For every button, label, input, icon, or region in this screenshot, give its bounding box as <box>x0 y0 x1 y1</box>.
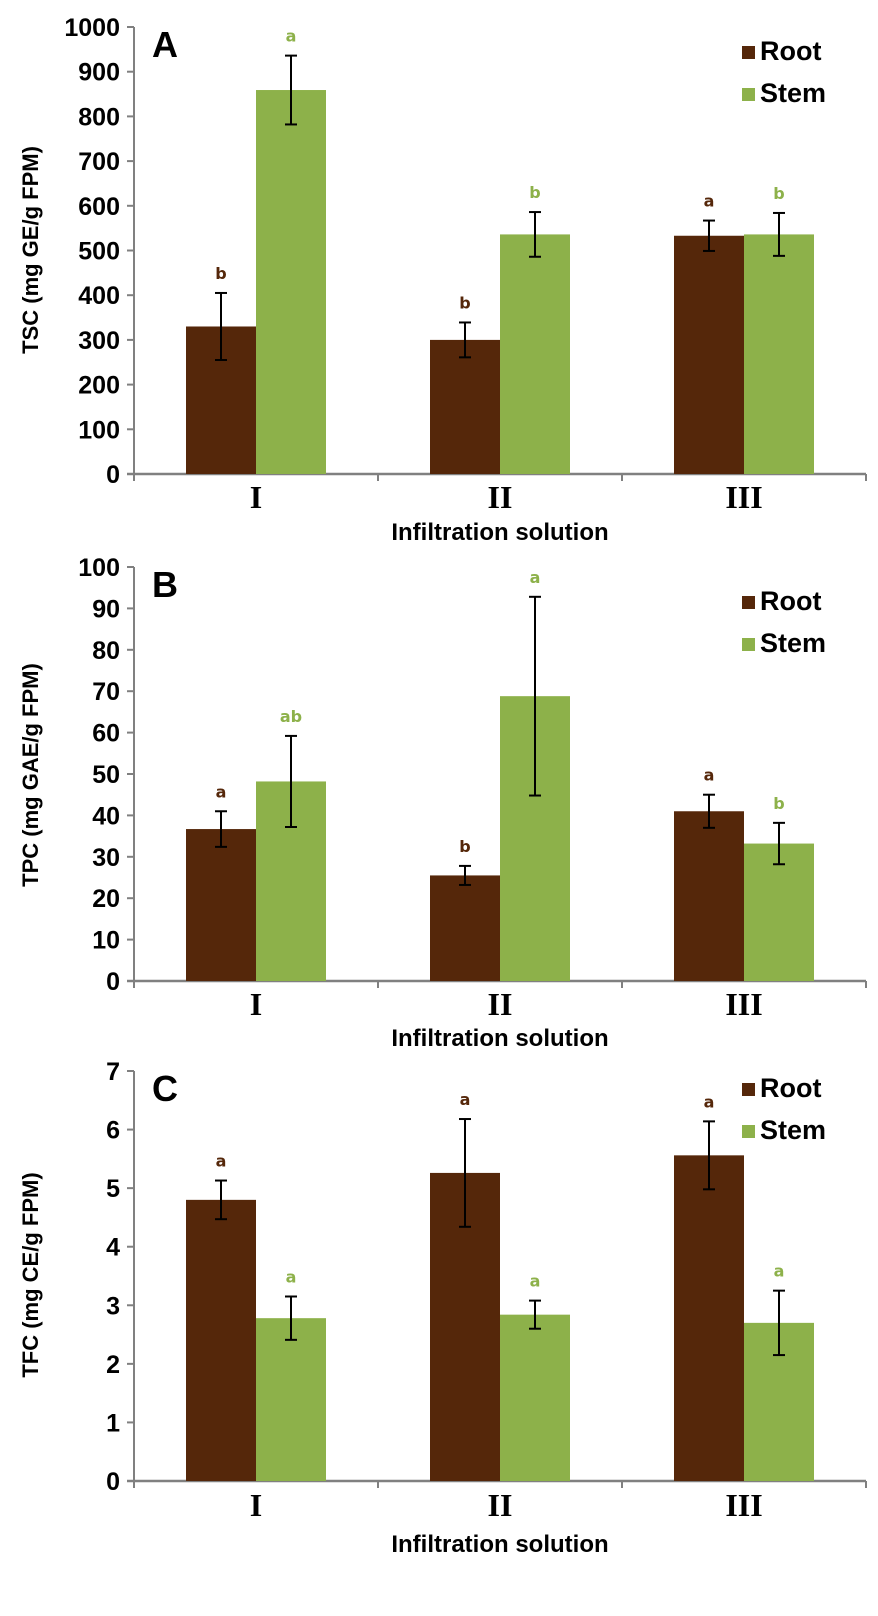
significance-letter: a <box>286 1268 297 1287</box>
panel-letter: B <box>152 564 178 605</box>
significance-letter: a <box>286 27 297 46</box>
significance-letter: b <box>773 184 784 203</box>
x-tick-label: II <box>488 1487 513 1523</box>
y-tick-label: 80 <box>92 637 120 665</box>
x-axis-label: Infiltration solution <box>391 1025 608 1052</box>
significance-letter: a <box>704 1092 715 1111</box>
x-tick-label: I <box>250 986 262 1022</box>
legend-swatch-root <box>742 596 755 609</box>
legend-label-root: Root <box>760 1073 821 1103</box>
significance-letter: a <box>530 1272 541 1291</box>
y-tick-label: 30 <box>92 844 120 872</box>
x-tick-label: II <box>488 479 513 515</box>
significance-letter: a <box>460 1090 471 1109</box>
significance-letter: b <box>459 293 470 312</box>
panel-letter: C <box>152 1068 178 1109</box>
legend-label-stem: Stem <box>760 78 826 108</box>
y-tick-label: 0 <box>106 968 120 996</box>
x-axis-label: Infiltration solution <box>391 519 608 546</box>
y-tick-label: 1000 <box>64 14 120 42</box>
y-tick-label: 7 <box>106 1058 120 1086</box>
x-axis-label: Infiltration solution <box>391 1531 608 1558</box>
y-tick-label: 70 <box>92 678 120 706</box>
x-tick-label: III <box>725 986 762 1022</box>
legend: Root Stem <box>742 36 826 108</box>
significance-letter: ab <box>280 707 302 726</box>
y-tick-label: 700 <box>78 148 120 176</box>
panel-c: 0 1 2 3 4 5 6 7 Ia a II a a III a a C Infiltration soluti… <box>18 1058 867 1558</box>
bar-root <box>674 811 744 981</box>
legend-label-stem: Stem <box>760 1115 826 1145</box>
y-tick-label: 6 <box>106 1117 120 1145</box>
y-tick-label: 1 <box>106 1409 120 1437</box>
significance-letter: b <box>529 183 540 202</box>
y-tick-label: 300 <box>78 327 120 355</box>
significance-letter: a <box>530 568 541 587</box>
y-tick-label: 50 <box>92 761 120 789</box>
bar-stem <box>500 234 570 474</box>
y-tick-label: 20 <box>92 885 120 913</box>
significance-letter: a <box>704 766 715 785</box>
significance-letter: a <box>216 1152 227 1171</box>
legend-swatch-stem <box>742 638 755 651</box>
significance-letter: a <box>704 192 715 211</box>
legend-swatch-stem <box>742 1125 755 1138</box>
y-tick-label: 2 <box>106 1351 120 1379</box>
legend-swatch-stem <box>742 88 755 101</box>
bar-stem <box>256 1318 326 1481</box>
y-tick-label: 5 <box>106 1175 120 1203</box>
significance-letter: b <box>773 794 784 813</box>
bar-root <box>430 875 500 981</box>
significance-letter: a <box>774 1262 785 1281</box>
bar-stem <box>256 90 326 474</box>
panel-letter: A <box>152 24 178 65</box>
significance-letter: b <box>215 264 226 283</box>
y-tick-label: 90 <box>92 595 120 623</box>
x-tick-label: I <box>250 1487 262 1523</box>
y-tick-label: 10 <box>92 927 120 955</box>
y-axis-label: TPC (mg GAE/g FPM) <box>18 663 43 887</box>
y-tick-label: 60 <box>92 720 120 748</box>
bar-root <box>430 339 500 474</box>
bar-root <box>674 1155 744 1481</box>
legend: Root Stem <box>742 586 826 658</box>
y-tick-label: 0 <box>106 461 120 489</box>
x-tick-label: II <box>488 986 513 1022</box>
y-axis-label: TSC (mg GE/g FPM) <box>18 146 43 354</box>
x-tick-label: I <box>250 479 262 515</box>
significance-letter: a <box>216 782 227 801</box>
bar-root <box>186 1199 256 1481</box>
y-tick-label: 500 <box>78 238 120 266</box>
bar-stem <box>500 1314 570 1481</box>
y-tick-label: 4 <box>106 1234 120 1262</box>
y-tick-label: 400 <box>78 282 120 310</box>
x-tick-label: III <box>725 479 762 515</box>
y-tick-label: 3 <box>106 1292 120 1320</box>
significance-letter: b <box>459 837 470 856</box>
y-tick-label: 0 <box>106 1468 120 1496</box>
legend-label-root: Root <box>760 586 821 616</box>
legend-swatch-root <box>742 1083 755 1096</box>
x-tick-label: III <box>725 1487 762 1523</box>
y-tick-label: 40 <box>92 802 120 830</box>
y-tick-label: 100 <box>78 416 120 444</box>
y-tick-label: 800 <box>78 103 120 131</box>
bar-root <box>674 235 744 474</box>
y-tick-label: 600 <box>78 193 120 221</box>
y-axis-label: TFC (mg CE/g FPM) <box>18 1172 43 1377</box>
y-tick-label: 900 <box>78 59 120 87</box>
legend-label-root: Root <box>760 36 821 66</box>
legend-label-stem: Stem <box>760 628 826 658</box>
y-tick-label: 100 <box>78 554 120 582</box>
bar-root <box>186 829 256 981</box>
bar-stem <box>744 843 814 981</box>
panel-a: 0 100 200 300 400 500 600 700 800 900 1000 Ib a II b b I… <box>18 14 867 546</box>
legend-swatch-root <box>742 46 755 59</box>
panel-b: 0102030405060708090100IaabIIbaIIIabBInfi… <box>18 554 867 1052</box>
legend: Root Stem <box>742 1073 826 1145</box>
y-tick-label: 200 <box>78 372 120 400</box>
bar-stem <box>744 234 814 474</box>
